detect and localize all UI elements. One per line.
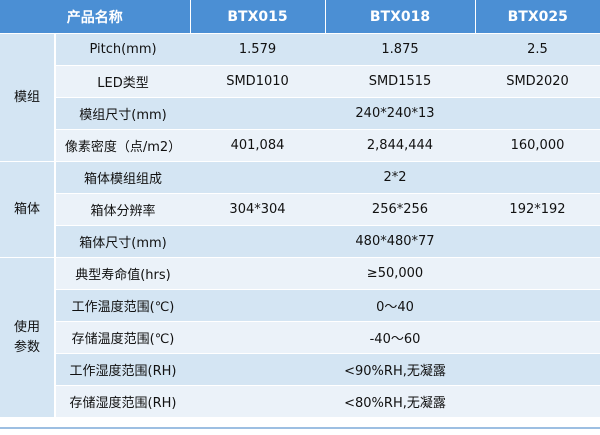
- cell-value: 240*240*13: [190, 97, 600, 130]
- cell-value: SMD1010: [190, 65, 325, 98]
- param-label: 存储湿度范围(RH): [55, 385, 190, 417]
- param-label: 像素密度（点/m2）: [55, 129, 190, 162]
- param-label: 箱体分辨率: [55, 193, 190, 226]
- cell-value: 160,000: [475, 129, 600, 162]
- cell-value: 304*304: [190, 193, 325, 226]
- cell-value: 1.875: [325, 33, 475, 66]
- cell-value: 2,844,444: [325, 129, 475, 162]
- group-module: 模组: [0, 33, 56, 162]
- cell-value: -40～60: [190, 321, 600, 354]
- row-cabinet-resolution: 箱体分辨率 304*304 256*256 192*192: [0, 193, 600, 226]
- cell-value: <80%RH,无凝露: [190, 385, 600, 417]
- header-product-name: 产品名称: [0, 0, 191, 34]
- row-lifespan: 使用参数 典型寿命值(hrs) ≥50,000: [0, 257, 600, 417]
- header-model-btx015: BTX015: [190, 0, 326, 34]
- bottom-divider: [0, 427, 600, 429]
- cell-value: 401,084: [190, 129, 325, 162]
- param-label: LED类型: [55, 65, 190, 98]
- param-label: 典型寿命值(hrs): [55, 257, 190, 290]
- cell-value: SMD1515: [325, 65, 475, 98]
- param-label: Pitch(mm): [55, 33, 190, 66]
- param-label: 存储温度范围(℃): [55, 321, 190, 354]
- cell-value: SMD2020: [475, 65, 600, 98]
- row-pitch: 模组 Pitch(mm) 1.579 1.875 2.5: [0, 33, 600, 162]
- group-cabinet: 箱体: [0, 161, 56, 258]
- cell-value: <90%RH,无凝露: [190, 353, 600, 386]
- row-pixel-density: 像素密度（点/m2） 401,084 2,844,444 160,000: [0, 129, 600, 162]
- row-cabinet-composition: 箱体 箱体模组组成 2*2: [0, 161, 600, 258]
- cell-value: 192*192: [475, 193, 600, 226]
- row-module-size: 模组尺寸(mm) 240*240*13: [0, 97, 600, 130]
- spec-table: 产品名称 BTX015 BTX018 BTX025 模组 Pitch(mm) 1…: [0, 0, 600, 417]
- row-storage-humidity: 存储湿度范围(RH) <80%RH,无凝露: [0, 385, 600, 417]
- header-model-btx025: BTX025: [475, 0, 600, 34]
- param-label: 工作湿度范围(RH): [55, 353, 190, 386]
- param-label: 工作温度范围(℃): [55, 289, 190, 322]
- group-usage-params-label: 使用参数: [13, 319, 40, 355]
- cell-value: 2.5: [475, 33, 600, 66]
- table-header-row: 产品名称 BTX015 BTX018 BTX025: [0, 0, 600, 34]
- row-operating-humidity: 工作湿度范围(RH) <90%RH,无凝露: [0, 353, 600, 386]
- row-led-type: LED类型 SMD1010 SMD1515 SMD2020: [0, 65, 600, 98]
- row-cabinet-size: 箱体尺寸(mm) 480*480*77: [0, 225, 600, 258]
- param-label: 箱体尺寸(mm): [55, 225, 190, 258]
- cell-value: 256*256: [325, 193, 475, 226]
- group-usage-params: 使用参数: [0, 257, 56, 417]
- header-model-btx018: BTX018: [325, 0, 476, 34]
- param-label: 箱体模组组成: [55, 161, 190, 194]
- cell-value: ≥50,000: [190, 257, 600, 290]
- cell-value: 1.579: [190, 33, 325, 66]
- cell-value: 0～40: [190, 289, 600, 322]
- row-storage-temp: 存储温度范围(℃) -40～60: [0, 321, 600, 354]
- row-operating-temp: 工作温度范围(℃) 0～40: [0, 289, 600, 322]
- cell-value: 2*2: [190, 161, 600, 194]
- param-label: 模组尺寸(mm): [55, 97, 190, 130]
- cell-value: 480*480*77: [190, 225, 600, 258]
